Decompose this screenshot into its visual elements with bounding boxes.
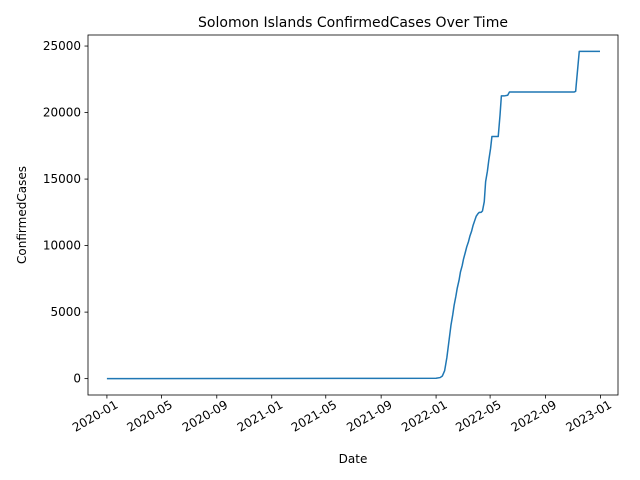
chart-title: Solomon Islands ConfirmedCases Over Time [198,15,508,31]
y-axis: 0 5000 10000 15000 20000 25000 [43,39,88,386]
y-tick-label: 0 [73,372,81,386]
y-tick-label: 25000 [43,39,81,53]
x-axis-label: Date [339,452,368,466]
y-tick-label: 5000 [50,305,81,319]
plot-frame [87,34,619,396]
y-tick-label: 10000 [43,239,81,253]
y-tick-label: 15000 [43,172,81,186]
series-line [106,50,600,380]
y-axis-label: ConfirmedCases [15,166,29,264]
y-tick-label: 20000 [43,106,81,120]
